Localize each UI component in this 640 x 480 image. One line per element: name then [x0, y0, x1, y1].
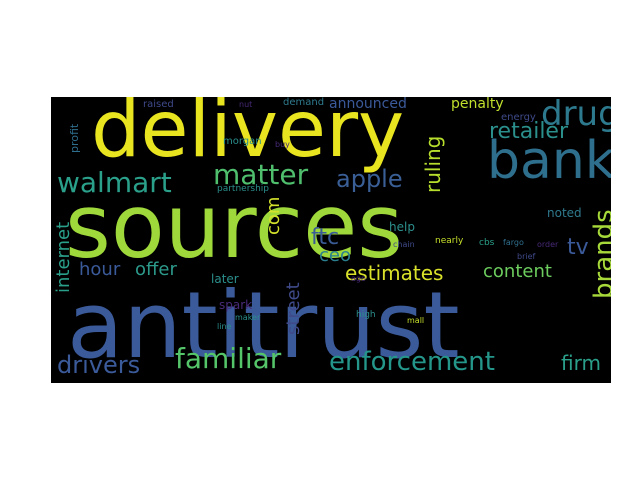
word-hour: hour — [79, 259, 121, 280]
word-raised: raised — [143, 99, 174, 110]
word-penalty: penalty — [451, 97, 504, 112]
word-retailer: retailer — [489, 119, 569, 144]
word-order: order — [537, 240, 559, 249]
word-familiar: familiar — [175, 342, 282, 375]
word-mall: mall — [407, 316, 425, 325]
word-profit: profit — [68, 123, 81, 153]
word-brief: brief — [517, 252, 536, 261]
word-announced: announced — [329, 97, 407, 112]
word-brands: brands — [589, 209, 611, 299]
word-cloud: antitrust sources delivery bank walmart … — [51, 97, 611, 383]
word-later: later — [211, 272, 239, 286]
word-line: line — [217, 322, 232, 331]
word-spark: spark — [219, 298, 253, 312]
word-enforcement: enforcement — [329, 347, 495, 377]
word-ftc: ftc — [311, 225, 340, 250]
word-partnership: partnership — [217, 184, 270, 194]
word-internet: internet — [53, 221, 74, 293]
word-morgan: morgan — [223, 136, 262, 147]
word-com: com — [263, 196, 284, 235]
word-cbs: cbs — [479, 238, 495, 248]
word-energy: energy — [501, 112, 536, 123]
word-ceo: ceo — [319, 245, 351, 266]
word-help: help — [389, 220, 415, 234]
word-sources: sources — [65, 175, 404, 278]
word-ago: ago — [351, 274, 366, 283]
word-apple: apple — [336, 165, 403, 193]
word-fargo: fargo — [503, 238, 524, 247]
word-delivery: delivery — [91, 97, 405, 175]
word-chain: chain — [393, 240, 415, 249]
word-high: high — [356, 310, 376, 320]
word-nearly: nearly — [435, 236, 464, 246]
word-walmart: walmart — [57, 166, 172, 199]
word-ruling: ruling — [421, 135, 445, 193]
word-matter: matter — [213, 158, 309, 191]
word-offer: offer — [135, 259, 177, 280]
word-tv: tv — [567, 235, 589, 260]
word-firm: firm — [561, 351, 601, 375]
word-street: street — [283, 282, 304, 335]
word-antitrust: antitrust — [67, 272, 460, 379]
word-demand: demand — [283, 97, 325, 108]
word-noted: noted — [547, 206, 582, 220]
word-bank: bank — [487, 131, 611, 191]
word-buy: buy — [275, 140, 290, 149]
word-nut: nut — [239, 100, 253, 109]
word-estimates: estimates — [345, 261, 444, 285]
word-maker: maker — [235, 313, 261, 322]
word-drivers: drivers — [57, 351, 141, 379]
word-drug: drug — [541, 97, 611, 134]
word-content: content — [483, 261, 552, 282]
